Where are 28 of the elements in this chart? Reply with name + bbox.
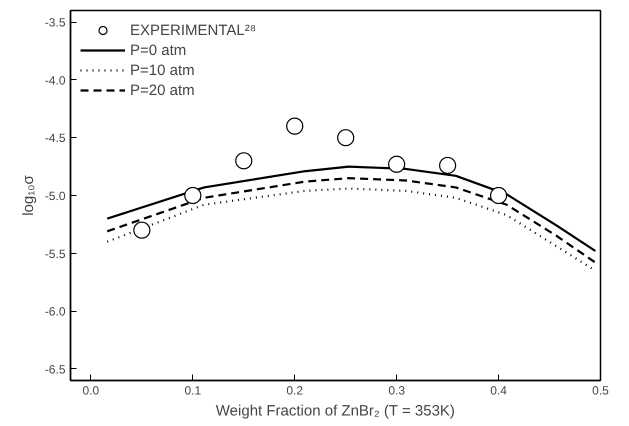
- point: [184, 186, 202, 204]
- point: [490, 186, 508, 204]
- legend-label: P=20 atm: [130, 82, 195, 98]
- y-tick-label: -5.5: [44, 246, 66, 261]
- y-tick-label: -5.0: [44, 189, 66, 203]
- y-tick-label: -6.5: [44, 362, 66, 376]
- legend-label: EXPERIMENTAL²⁸: [130, 22, 256, 38]
- line-series: [106, 177, 597, 264]
- x-tick-label: 0.2: [286, 384, 304, 398]
- point: [337, 129, 354, 146]
- point: [133, 222, 150, 239]
- x-tick-label: 0.1: [184, 384, 202, 398]
- legend-label: P=0 atm: [130, 42, 186, 58]
- point: [286, 118, 304, 135]
- y-axis-title: log₁₀σ: [20, 174, 37, 216]
- y-tick-label: -4.0: [44, 73, 66, 88]
- legend-label: P=10 atm: [130, 62, 195, 78]
- x-tick-label: 0.5: [592, 384, 610, 398]
- y-tick-label: -3.5: [44, 16, 66, 30]
- y-tick-label: -6.0: [44, 304, 66, 319]
- point: [388, 156, 406, 173]
- point: [439, 156, 456, 174]
- x-axis-title: Weight Fraction of ZnBr₂ (T = 353K): [216, 402, 455, 420]
- x-tick-label: 0.0: [82, 384, 100, 398]
- x-tick-label: 0.4: [490, 384, 508, 398]
- x-tick-label: 0.3: [388, 384, 406, 398]
- point: [235, 152, 252, 170]
- y-tick-label: -4.5: [44, 131, 66, 146]
